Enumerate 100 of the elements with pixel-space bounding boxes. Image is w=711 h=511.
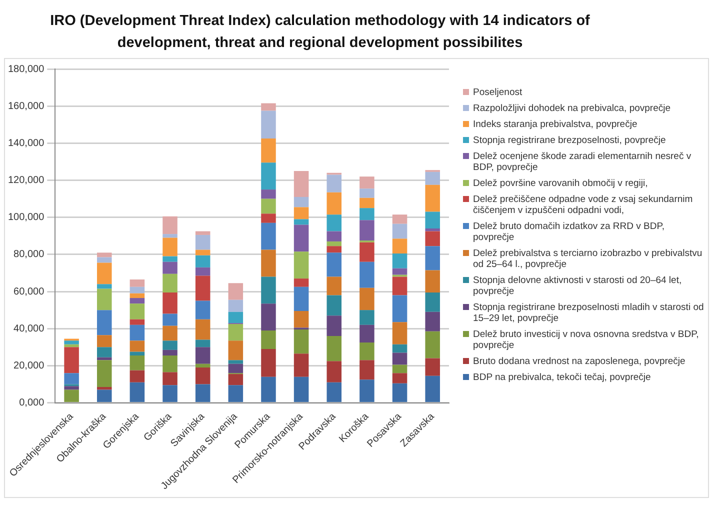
bar: [425, 184, 440, 212]
bar: [360, 310, 374, 325]
bar: [64, 344, 79, 348]
bar: [228, 364, 244, 374]
bar: [392, 344, 408, 353]
bar: [162, 350, 178, 356]
bar: [326, 174, 342, 192]
bar: [326, 361, 342, 382]
y-tick-label: 180,000: [8, 64, 45, 75]
legend-label: Razpoložljivi dohodek na prebivalca, povprečje: [473, 103, 671, 114]
bar: [294, 376, 309, 402]
bar: [64, 390, 79, 402]
bar: [162, 216, 178, 234]
bar: [360, 360, 374, 380]
y-tick-label: 140,000: [8, 138, 45, 149]
bar: [294, 170, 309, 197]
bar: [162, 274, 178, 292]
bar: [392, 322, 408, 344]
chart-title: IRO (Development Threat Index) calculation methodology with 14 indicators of development, threat and regional development possibilites: [49, 12, 591, 53]
legend-label: Stopnja registrirane brezposelnosti mladih v starosti od 15–29 let, povprečje: [473, 302, 705, 324]
bar: [130, 293, 145, 298]
legend-label: Delež bruto domačih izdatkov za RRD v BDP, povprečje: [473, 221, 666, 243]
bar: [326, 276, 342, 296]
legend-label: Delež prebivalstva s terciarno izobrazbo v prebivalstvu od 25–64 l., povprečje: [473, 248, 704, 270]
bar: [64, 340, 79, 344]
bar: [195, 364, 210, 368]
bar: [228, 283, 244, 300]
bar: [326, 336, 342, 362]
y-tick-label: 160,000: [8, 100, 45, 112]
bar: [261, 110, 276, 139]
legend-label: Bruto dodana vrednost na zaposlenega, povprečje: [473, 356, 686, 367]
bar: [130, 304, 145, 320]
bar: [425, 228, 440, 232]
bar: [392, 373, 408, 384]
legend-label: Delež ocenjene škode zaradi elementarnih nesreč v BDP, povprečje: [473, 151, 692, 173]
bar: [64, 386, 79, 390]
bar: [360, 208, 374, 220]
bar: [162, 262, 178, 274]
bar: [261, 276, 276, 304]
bar: [130, 286, 145, 294]
bar: [195, 384, 210, 402]
bar: [326, 214, 342, 232]
bar: [294, 286, 309, 311]
y-tick-label: 60,000: [14, 286, 45, 298]
bar: [294, 224, 309, 252]
bar: [326, 246, 342, 253]
bar: [261, 162, 276, 190]
bar: [392, 238, 408, 254]
bar: [96, 335, 112, 348]
bar: [360, 176, 374, 189]
bar: [130, 340, 145, 352]
bar: [162, 234, 178, 238]
bar: [96, 387, 112, 390]
bar: [360, 288, 374, 310]
legend-label: Stopnja delovne aktivnosti v starosti od 20–64 let, povprečje: [473, 275, 683, 297]
bar: [425, 292, 440, 312]
legend-label: Delež površine varovanih območij v regiji,: [473, 178, 648, 189]
bar: [294, 310, 309, 328]
legend-label: BDP na prebivalca, tekoči tečaj, povprečje: [473, 372, 651, 383]
bar: [195, 347, 210, 364]
bar: [228, 312, 244, 324]
bar: [130, 370, 145, 382]
bar: [96, 288, 112, 310]
bar: [195, 267, 210, 276]
bar: [425, 312, 440, 332]
bar: [130, 382, 145, 402]
bar: [195, 255, 210, 268]
bar: [261, 330, 276, 350]
bar: [326, 192, 342, 215]
bar: [195, 300, 210, 320]
bar: [294, 252, 309, 279]
bar: [360, 342, 374, 360]
bar: [96, 357, 112, 360]
bar: [228, 374, 244, 386]
bar: [294, 207, 309, 220]
bar: [360, 220, 374, 241]
bar: [195, 319, 210, 340]
bar: [228, 385, 244, 402]
bar: [96, 347, 112, 358]
y-tick-label: 40,000: [14, 323, 45, 334]
bar: [162, 356, 178, 372]
bar: [162, 238, 178, 256]
bar: [360, 242, 374, 262]
bar: [96, 257, 112, 263]
bar: [162, 292, 178, 314]
bar: [294, 219, 309, 225]
legend-label: Stopnja registrirane brezposelnosti, povprečje: [473, 135, 666, 146]
bar: [162, 256, 178, 262]
y-tick-label: 20,000: [14, 360, 45, 372]
bar: [360, 324, 374, 343]
bar: [392, 214, 408, 224]
bar: [392, 224, 408, 239]
bar: [392, 268, 408, 275]
bar: [392, 364, 408, 374]
bar: [130, 324, 145, 341]
bar: [425, 231, 440, 246]
bar: [228, 324, 244, 341]
bar: [162, 340, 178, 350]
bar: [162, 314, 178, 326]
y-tick-label: 100,000: [8, 212, 45, 224]
